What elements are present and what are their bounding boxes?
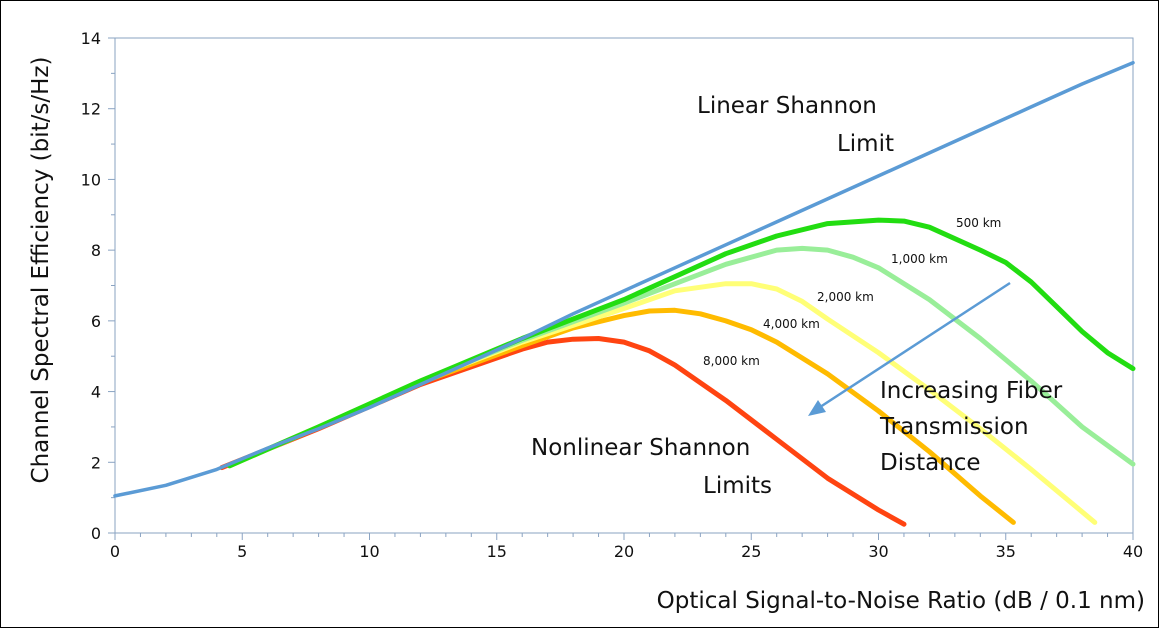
series-label-8000km: 8,000 km: [703, 354, 760, 368]
curves: [113, 60, 1136, 527]
series-label-500km: 500 km: [956, 216, 1001, 230]
linear-limit-label-line1: Linear Shannon: [697, 93, 877, 119]
series-line-8-000-km: [219, 336, 907, 527]
nonlinear-limits-label-line1: Nonlinear Shannon: [531, 435, 750, 461]
series-label-2000km: 2,000 km: [817, 290, 874, 304]
increasing-distance-arrow: [813, 281, 1011, 413]
y-tick-label: 2: [91, 453, 101, 472]
y-tick-label: 6: [91, 312, 101, 331]
x-tick-label: 35: [996, 542, 1016, 561]
nonlinear-limits-label-line2: Limits: [703, 473, 772, 499]
x-axis-label: Optical Signal-to-Noise Ratio (dB / 0.1 …: [657, 588, 1145, 614]
x-tick-label: 25: [741, 542, 761, 561]
increasing-distance-label-line3: Distance: [880, 450, 981, 476]
x-tick-label: 5: [237, 542, 247, 561]
x-tick-label: 20: [614, 542, 634, 561]
axes: 0 5 10 15 20 25 30 35 40 0 2 4 6 8 10 12 14: [81, 29, 1144, 561]
y-tick-label: 4: [91, 383, 101, 402]
x-tick-label: 0: [110, 542, 120, 561]
series-line-linear-shannon-limit: [113, 60, 1135, 498]
linear-limit-label-line2: Limit: [837, 131, 894, 157]
y-tick-label: 12: [81, 100, 101, 119]
y-tick-label: 14: [81, 29, 101, 48]
increasing-distance-label-line1: Increasing Fiber: [880, 378, 1063, 404]
x-tick-label: 30: [868, 542, 888, 561]
x-tick-label: 40: [1123, 542, 1143, 561]
series-line-4-000-km: [227, 307, 1016, 525]
arrowhead-icon: [808, 400, 826, 416]
increasing-distance-label-line2: Transmission: [879, 414, 1029, 440]
y-axis-label: Channel Spectral Efficiency (bit/s/Hz): [28, 57, 54, 484]
x-tick-label: 10: [359, 542, 379, 561]
y-tick-label: 10: [81, 170, 101, 189]
x-tick-label: 15: [487, 542, 507, 561]
y-tick-label: 0: [91, 524, 101, 543]
y-tick-label: 8: [91, 241, 101, 260]
series-label-1000km: 1,000 km: [891, 252, 948, 266]
series-label-4000km: 4,000 km: [763, 317, 820, 331]
